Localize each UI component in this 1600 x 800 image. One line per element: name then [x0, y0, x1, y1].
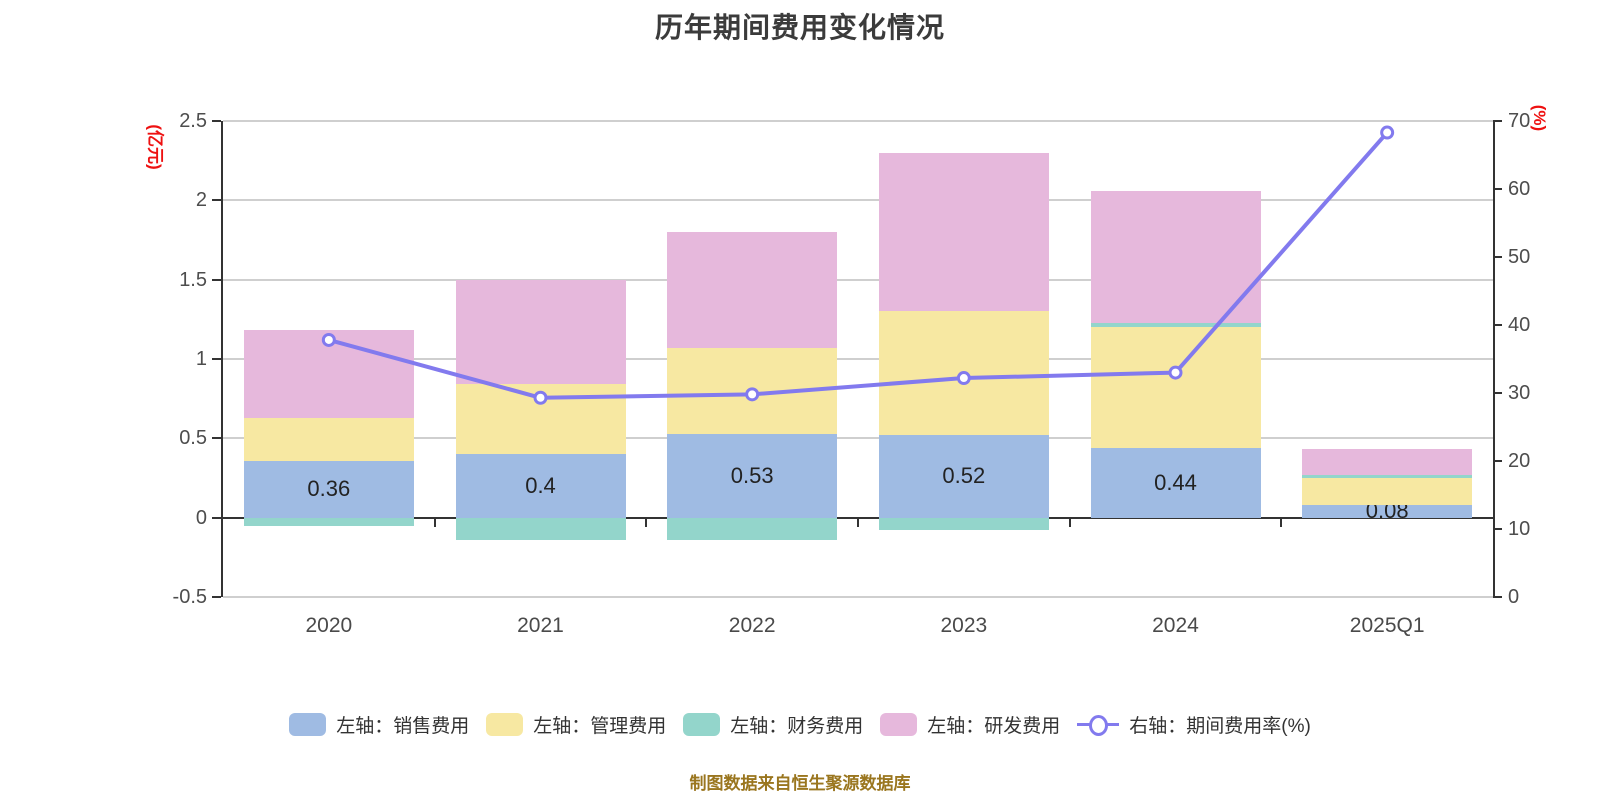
x-axis-category-label: 2020 [305, 614, 353, 637]
right-axis-tick-label: 30 [1508, 382, 1531, 404]
left-axis-tick-label: 1.5 [179, 268, 207, 291]
bar-value-label: 0.36 [307, 476, 351, 502]
bar-segment[interactable] [878, 517, 1049, 531]
plot-area: 2.5 2 1.5 1 0.5 0 -0.5 70 60 50 40 30 20 10 0 0.36 2020 0… [173, 110, 1531, 637]
x-axis-category-label: 2022 [728, 614, 776, 637]
right-axis-tick [1493, 188, 1502, 190]
legend-line-marker-icon [1077, 713, 1120, 736]
left-axis-line [221, 121, 223, 597]
legend-label: 右轴：期间费用率(%) [1129, 716, 1311, 737]
bar-segment[interactable] [1302, 478, 1473, 505]
left-axis-tick [212, 437, 221, 440]
bar-segment[interactable]: 0.4 [455, 454, 626, 518]
legend-swatch-icon [486, 713, 524, 736]
bar-segment[interactable] [1090, 190, 1261, 323]
right-axis-tick [1493, 392, 1502, 394]
right-axis-tick [1493, 256, 1502, 258]
left-axis-tick-label: -0.5 [172, 586, 207, 608]
bar-value-label: 0.4 [525, 472, 556, 498]
bar-segment[interactable] [243, 330, 414, 418]
right-axis-tick [1493, 528, 1502, 530]
bar-segment[interactable] [243, 517, 414, 526]
x-axis-tick [1280, 517, 1283, 527]
legend-item[interactable]: 左轴：财务费用 [683, 711, 863, 738]
chart-title: 历年期间费用变化情况 [654, 12, 945, 43]
right-axis-line [1493, 121, 1495, 597]
left-axis-tick-label: 2 [195, 189, 207, 212]
bar-segment[interactable] [667, 517, 838, 540]
bar-segment[interactable]: 0.44 [1090, 447, 1261, 518]
x-axis-category-label: 2024 [1152, 614, 1199, 637]
bar-segment[interactable] [667, 232, 838, 348]
legend-label: 左轴：管理费用 [533, 716, 667, 737]
bar-segment[interactable] [455, 517, 626, 540]
bar-segment[interactable]: 0.08 [1302, 504, 1473, 518]
source-note: 制图数据来自恒生聚源数据库 [689, 774, 911, 793]
right-axis-tick [1493, 460, 1502, 462]
right-axis-tick [1493, 596, 1502, 598]
legend-label: 左轴：研发费用 [927, 716, 1061, 737]
bar-segment[interactable] [1302, 474, 1473, 478]
x-axis-category-label: 2023 [940, 614, 988, 637]
rate-line-marker[interactable] [1380, 125, 1395, 140]
left-axis-tick [212, 516, 221, 519]
bar-segment[interactable] [667, 347, 838, 434]
left-axis-tick-label: 0 [195, 506, 207, 529]
bar-value-label: 0.52 [942, 463, 986, 489]
right-axis-tick-label: 0 [1508, 586, 1520, 608]
x-axis-tick [857, 517, 859, 527]
bar-segment[interactable] [1302, 449, 1473, 475]
legend-swatch-icon [880, 713, 918, 736]
legend-item[interactable]: 左轴：销售费用 [289, 711, 469, 738]
legend-swatch-icon [683, 713, 721, 736]
grid-line [223, 120, 1493, 122]
legend-label: 左轴：销售费用 [336, 716, 470, 737]
bar-value-label: 0.44 [1154, 469, 1197, 495]
legend-item[interactable]: 左轴：管理费用 [486, 711, 666, 738]
left-axis-tick [212, 358, 221, 360]
left-axis-tick-label: 0.5 [179, 427, 207, 450]
bar-segment[interactable] [878, 311, 1049, 436]
bar-segment[interactable] [1090, 322, 1261, 328]
x-axis-tick [645, 517, 648, 527]
bar-value-label: 0.08 [1365, 504, 1409, 518]
right-axis-tick [1493, 120, 1502, 122]
right-axis-tick [1493, 324, 1502, 326]
legend-label: 左轴：财务费用 [730, 716, 864, 737]
right-axis-tick-label: 10 [1508, 518, 1531, 540]
x-axis-category-label: 2021 [517, 614, 564, 637]
grid-line [223, 437, 1493, 440]
bar-segment[interactable] [878, 152, 1049, 312]
legend: 左轴：销售费用 左轴：管理费用 左轴：财务费用 左轴：研发费用 右轴：期间费用率(%) [0, 711, 1600, 738]
left-axis-tick [212, 199, 221, 202]
x-axis-tick [1068, 517, 1071, 527]
grid-line [223, 596, 1493, 598]
bar-segment[interactable] [455, 279, 626, 385]
right-axis-tick-label: 70 [1508, 110, 1531, 132]
grid-line [223, 199, 1493, 202]
right-axis-tick-label: 60 [1508, 178, 1531, 200]
bar-segment[interactable]: 0.53 [667, 433, 838, 518]
left-axis-tick-label: 1 [195, 348, 207, 370]
bar-segment[interactable] [243, 417, 414, 461]
right-axis-tick-label: 50 [1508, 246, 1531, 268]
left-axis-tick [212, 278, 221, 281]
left-axis-tick-label: 2.5 [179, 110, 207, 132]
bar-segment[interactable]: 0.36 [243, 460, 414, 518]
grid-line [223, 278, 1493, 281]
x-axis-tick [433, 517, 436, 527]
left-axis-tick [212, 596, 221, 598]
left-axis-tick [212, 120, 221, 122]
legend-item[interactable]: 右轴：期间费用率(%) [1077, 711, 1311, 738]
bar-value-label: 0.53 [730, 462, 774, 488]
right-axis-tick-label: 40 [1508, 314, 1531, 336]
bar-segment[interactable]: 0.52 [878, 435, 1049, 518]
legend-swatch-icon [289, 713, 327, 736]
right-axis-tick-label: 20 [1508, 450, 1531, 472]
legend-item[interactable]: 左轴：研发费用 [880, 711, 1060, 738]
bar-segment[interactable] [1090, 327, 1261, 448]
x-axis-category-label: 2025Q1 [1349, 614, 1425, 637]
bar-segment[interactable] [455, 384, 626, 455]
